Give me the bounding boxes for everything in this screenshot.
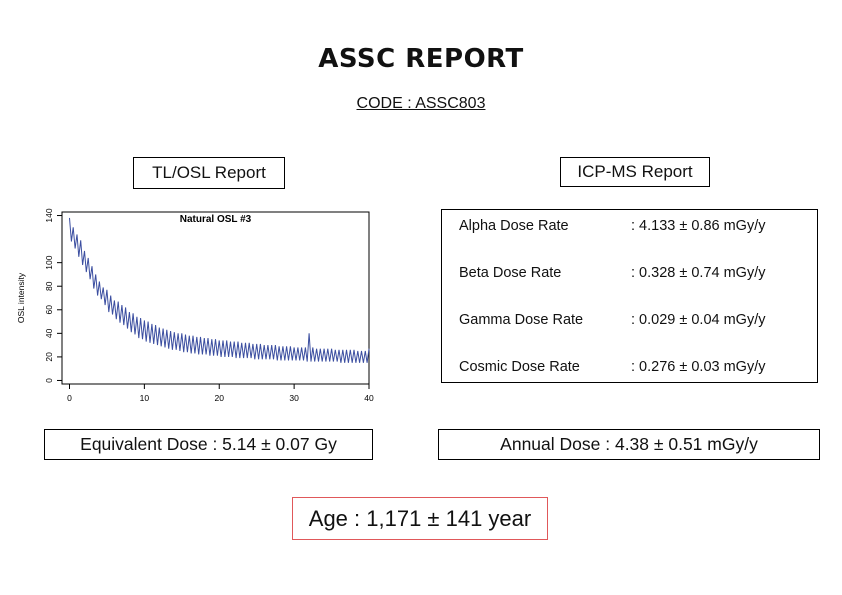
y-tick-label: 0 xyxy=(44,378,54,383)
y-tick-label: 20 xyxy=(44,352,54,362)
row-label: Gamma Dose Rate xyxy=(459,312,584,328)
report-title: ASSC REPORT xyxy=(318,44,524,74)
x-tick-label: 20 xyxy=(215,393,225,403)
x-tick-label: 0 xyxy=(67,393,72,403)
age-result-box: Age : 1,171 ± 141 year xyxy=(292,497,548,540)
osl-chart: Natural OSL #3 0 10 20 30 40 0 20 40 60 80 100 140 OS… xyxy=(16,208,374,403)
report-code: CODE : ASSC803 xyxy=(356,95,486,112)
row-value: : 0.276 ± 0.03 mGy/y xyxy=(631,359,766,375)
annual-dose-box: Annual Dose : 4.38 ± 0.51 mGy/y xyxy=(438,429,820,460)
x-tick-label: 40 xyxy=(364,393,374,403)
x-tick-label: 30 xyxy=(289,393,299,403)
equivalent-dose-box: Equivalent Dose : 5.14 ± 0.07 Gy xyxy=(44,429,373,460)
y-tick-label: 40 xyxy=(44,328,54,338)
x-tick-label: 10 xyxy=(140,393,150,403)
tl-osl-report-header: TL/OSL Report xyxy=(133,157,285,189)
row-label: Alpha Dose Rate xyxy=(459,218,569,234)
row-label: Cosmic Dose Rate xyxy=(459,359,580,375)
chart-title: Natural OSL #3 xyxy=(180,214,252,225)
y-tick-label: 100 xyxy=(44,255,54,269)
icp-ms-report-header: ICP-MS Report xyxy=(560,157,710,187)
row-value: : 4.133 ± 0.86 mGy/y xyxy=(631,218,766,234)
row-label: Beta Dose Rate xyxy=(459,265,562,281)
y-tick-label: 80 xyxy=(44,281,54,291)
plot-frame xyxy=(61,211,370,385)
icp-ms-table: Alpha Dose Rate : 4.133 ± 0.86 mGy/y Bet… xyxy=(441,209,818,383)
y-tick-label: 140 xyxy=(44,208,54,222)
row-value: : 0.029 ± 0.04 mGy/y xyxy=(631,312,766,328)
osl-series-line xyxy=(69,217,370,363)
y-axis-label: OSL intensity xyxy=(16,272,26,323)
y-tick-label: 60 xyxy=(44,305,54,315)
row-value: : 0.328 ± 0.74 mGy/y xyxy=(631,265,766,281)
